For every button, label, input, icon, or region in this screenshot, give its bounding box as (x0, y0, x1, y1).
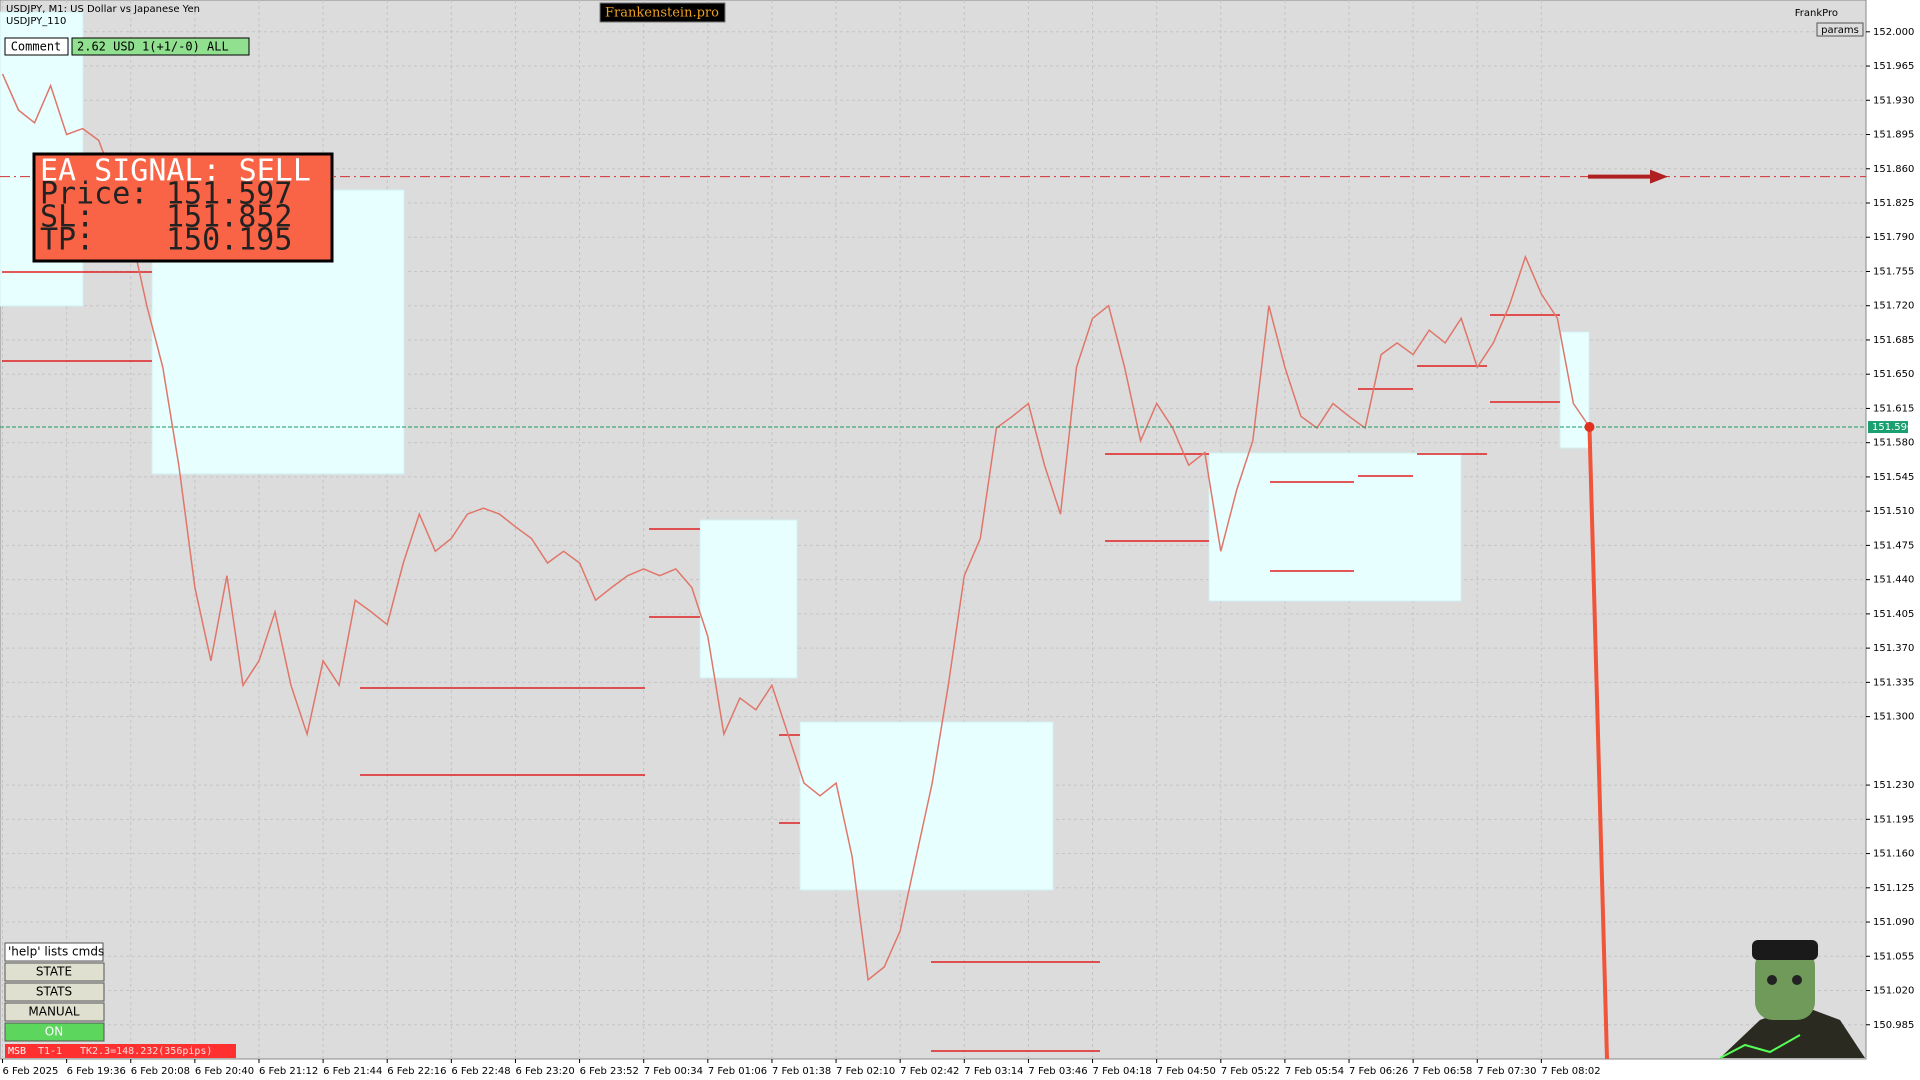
y-tick-label: 152.000 (1873, 27, 1914, 38)
y-tick-label: 151.440 (1873, 575, 1914, 586)
y-tick-label: 151.090 (1873, 917, 1914, 928)
y-tick-label: 151.685 (1873, 335, 1914, 346)
entry-dot (1584, 422, 1595, 433)
button[interactable] (4, 982, 105, 1002)
signal-tp-label: TP: (40, 223, 94, 258)
y-tick-label: 151.790 (1873, 232, 1914, 243)
status-mode: MSB (8, 1046, 26, 1057)
signal-title: EA SIGNAL: SELL (40, 154, 311, 189)
button-label[interactable]: 'help' lists cmds (8, 945, 104, 959)
x-tick-label: 6 Feb 21:44 (323, 1066, 382, 1077)
y-tick-label: 151.930 (1873, 95, 1914, 106)
y-tick-label: 151.580 (1873, 438, 1914, 449)
price-line (1, 73, 1591, 982)
status-tier: T1-1 (38, 1046, 62, 1057)
button-label[interactable]: MANUAL (28, 1005, 80, 1019)
y-tick-label: 151.405 (1873, 609, 1914, 620)
projection-line (1587, 426, 1609, 1060)
zone (699, 519, 798, 679)
button-label[interactable]: STATE (36, 965, 72, 979)
x-tick-label: 6 Feb 22:16 (387, 1066, 446, 1077)
x-tick-label: 7 Feb 06:58 (1413, 1066, 1472, 1077)
button-label[interactable]: STATS (36, 985, 72, 999)
x-tick-label: 7 Feb 08:02 (1541, 1066, 1600, 1077)
x-tick-label: 7 Feb 00:34 (644, 1066, 703, 1077)
y-tick-label: 151.300 (1873, 712, 1914, 723)
brand: Frankenstein.pro (605, 6, 719, 21)
comment-box (4, 37, 69, 56)
signal-price: 151.597 (166, 177, 292, 212)
mascot (1719, 940, 1865, 1059)
x-tick-label: 7 Feb 04:50 (1157, 1066, 1216, 1077)
y-tick-label: 151.230 (1873, 780, 1914, 791)
y-tick-label: 151.510 (1873, 506, 1914, 517)
signal-tp: 150.195 (166, 223, 292, 258)
x-tick-label: 7 Feb 06:26 (1349, 1066, 1408, 1077)
y-tick-label: 151.720 (1873, 301, 1914, 312)
y-tick-label: 151.545 (1873, 472, 1914, 483)
x-tick-label: 7 Feb 02:42 (900, 1066, 959, 1077)
x-tick-label: 7 Feb 02:10 (836, 1066, 895, 1077)
comment-label: Comment (11, 40, 62, 54)
y-tick-label: 151.475 (1873, 540, 1914, 551)
x-tick-label: 6 Feb 19:36 (67, 1066, 126, 1077)
current-price-tag (1868, 421, 1908, 434)
chart-title: USDJPY, M1: US Dollar vs Japanese Yen (6, 4, 200, 15)
comment-text-box (71, 37, 250, 56)
chart-subtitle: USDJPY_110 (6, 16, 66, 27)
x-tick-label: 6 Feb 21:12 (259, 1066, 318, 1077)
params-label[interactable]: params (1821, 25, 1859, 36)
y-tick-label: 151.335 (1873, 677, 1914, 688)
y-tick-label: 151.615 (1873, 403, 1914, 414)
x-tick-label: 7 Feb 07:30 (1477, 1066, 1536, 1077)
brand-box (599, 2, 726, 23)
y-tick-label: 151.825 (1873, 198, 1914, 209)
params-button[interactable] (1816, 22, 1864, 37)
y-tick-label: 151.195 (1873, 814, 1914, 825)
x-tick-label: 7 Feb 04:18 (1093, 1066, 1152, 1077)
button[interactable] (4, 942, 104, 962)
x-tick-label: 6 Feb 2025 (3, 1066, 59, 1077)
x-tick-label: 6 Feb 22:48 (451, 1066, 510, 1077)
signal-arrow-head (1650, 169, 1668, 184)
signal-sl: 151.852 (166, 200, 292, 235)
y-tick-label: 151.860 (1873, 164, 1914, 175)
y-tick-label: 151.965 (1873, 61, 1914, 72)
x-tick-label: 6 Feb 20:08 (131, 1066, 190, 1077)
x-tick-label: 7 Feb 03:46 (1028, 1066, 1087, 1077)
comment-text: 2.62 USD 1(+1/-0) ALL (77, 40, 229, 54)
y-tick-label: 151.895 (1873, 130, 1914, 141)
signal-box (32, 152, 334, 263)
y-tick-label: 151.020 (1873, 986, 1914, 997)
y-tick-label: 151.650 (1873, 369, 1914, 380)
x-tick-label: 7 Feb 05:54 (1285, 1066, 1344, 1077)
y-tick-label: 151.055 (1873, 951, 1914, 962)
x-tick-label: 6 Feb 23:52 (580, 1066, 639, 1077)
y-tick-label: 150.985 (1873, 1020, 1914, 1031)
signal-price-label: Price: (40, 177, 148, 212)
account: FrankPro (1795, 8, 1838, 19)
signal-sl-label: SL: (40, 200, 94, 235)
button[interactable] (4, 1022, 105, 1042)
x-tick-label: 7 Feb 01:38 (772, 1066, 831, 1077)
y-tick-label: 151.755 (1873, 266, 1914, 277)
x-tick-label: 7 Feb 05:22 (1221, 1066, 1280, 1077)
zone (1559, 331, 1590, 449)
button-label[interactable]: ON (45, 1025, 63, 1039)
x-tick-label: 7 Feb 01:06 (708, 1066, 767, 1077)
y-tick-label: 151.160 (1873, 849, 1914, 860)
y-tick-label: 151.125 (1873, 883, 1914, 894)
y-tick-label: 151.370 (1873, 643, 1914, 654)
x-tick-label: 6 Feb 23:20 (515, 1066, 574, 1077)
current-price-label: 151.596 (1872, 422, 1913, 433)
status-bar (5, 1044, 236, 1058)
x-tick-label: 7 Feb 03:14 (964, 1066, 1023, 1077)
status-target: TK2.3=148.232(356pips) (80, 1046, 212, 1057)
x-tick-label: 6 Feb 20:40 (195, 1066, 254, 1077)
button[interactable] (4, 1002, 105, 1022)
zone (1208, 452, 1462, 602)
button[interactable] (4, 962, 105, 982)
